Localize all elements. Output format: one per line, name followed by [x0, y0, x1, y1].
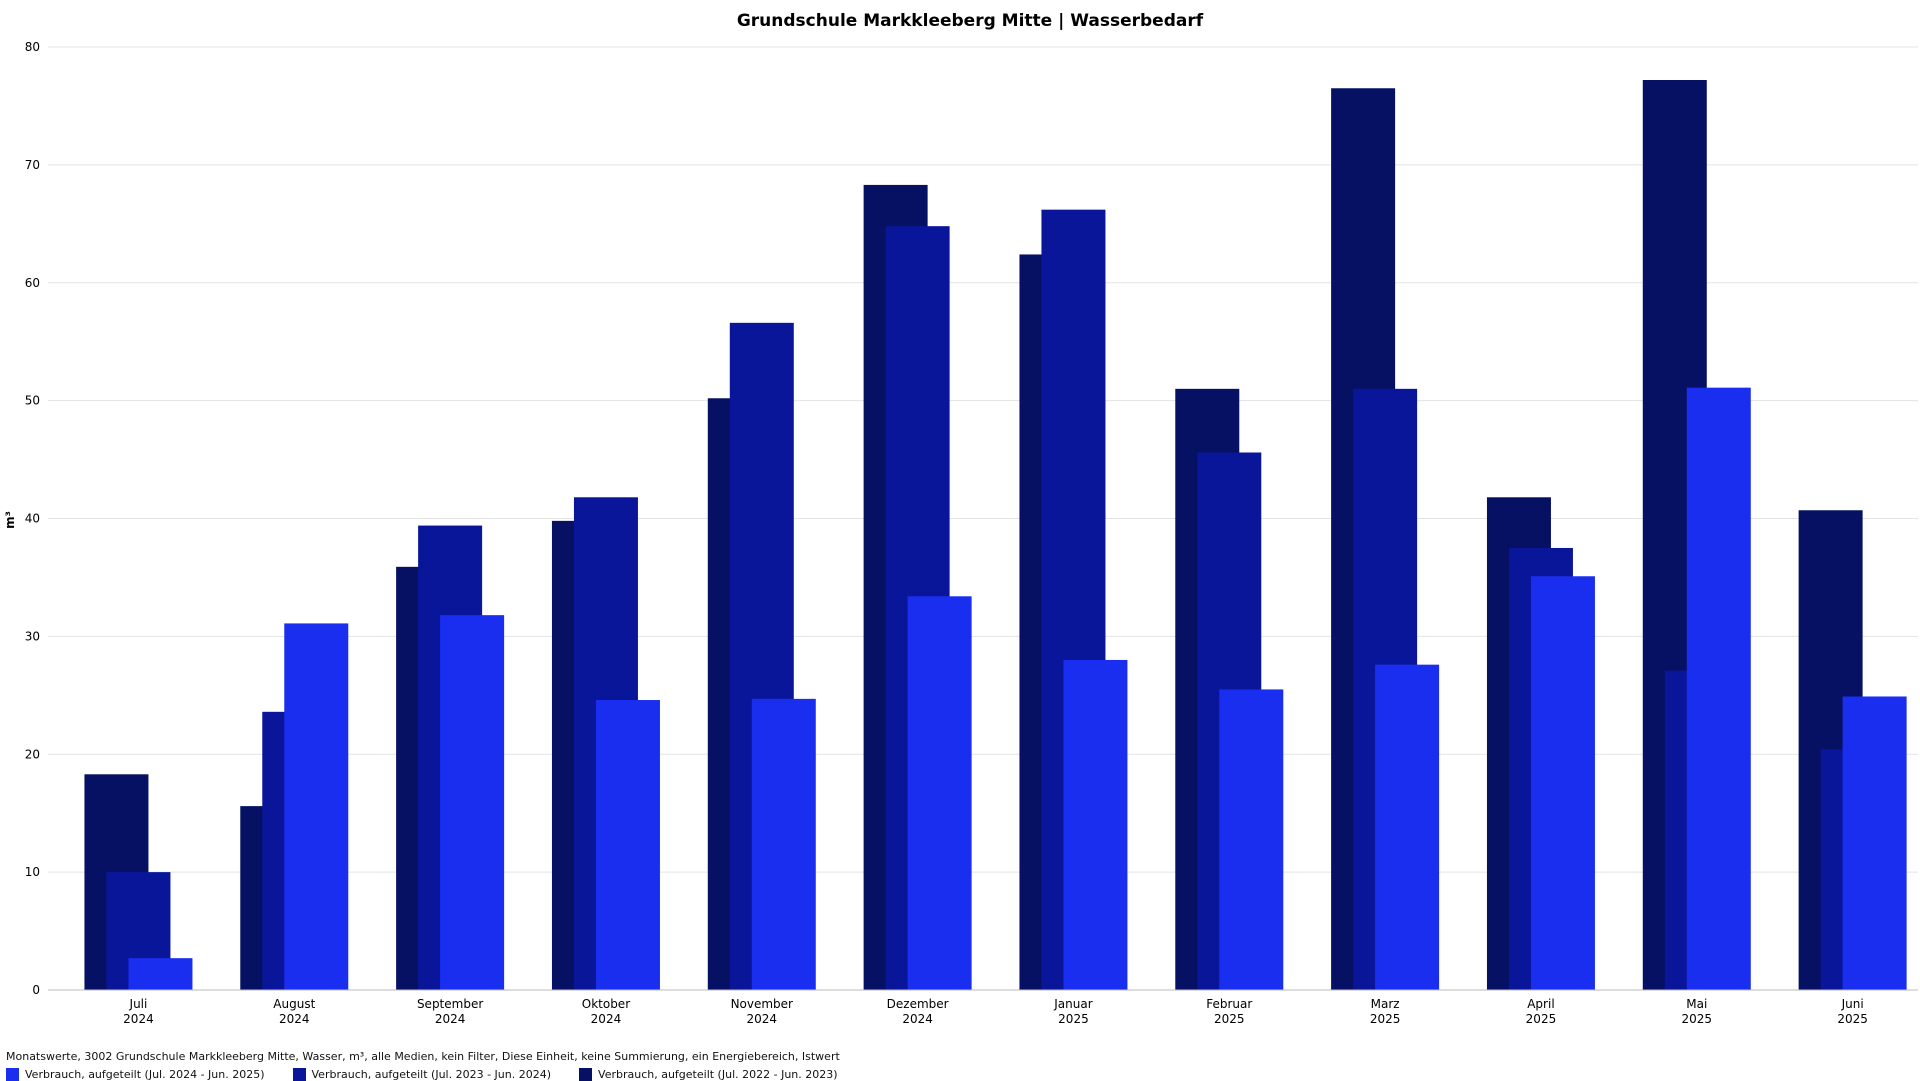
x-tick-year: 2024 [591, 1012, 622, 1026]
y-tick-label: 10 [25, 865, 40, 879]
y-axis-label: m³ [3, 511, 17, 529]
x-tick-month: Dezember [887, 997, 949, 1011]
bar-series-2-februar[interactable] [1219, 689, 1284, 990]
y-tick-label: 50 [25, 394, 40, 408]
x-tick-year: 2025 [1214, 1012, 1245, 1026]
x-tick-month: Juli [129, 997, 148, 1011]
x-tick-year: 2025 [1682, 1012, 1713, 1026]
bar-series-2-mai[interactable] [1686, 387, 1751, 990]
legend-item-2023-2024[interactable]: Verbrauch, aufgeteilt (Jul. 2023 - Jun. … [292, 1068, 552, 1081]
legend-swatch [6, 1068, 19, 1081]
bar-series-2-oktober[interactable] [595, 700, 660, 990]
x-tick-year: 2024 [279, 1012, 310, 1026]
legend-label: Verbrauch, aufgeteilt (Jul. 2023 - Jun. … [311, 1068, 552, 1081]
y-tick-label: 80 [25, 40, 40, 54]
x-tick-month: August [273, 997, 315, 1011]
bar-series-2-dezember[interactable] [907, 596, 972, 990]
x-tick-month: Marz [1371, 997, 1400, 1011]
x-tick-year: 2024 [747, 1012, 778, 1026]
x-tick-year: 2024 [435, 1012, 466, 1026]
x-tick-year: 2024 [123, 1012, 154, 1026]
y-axis-ticks: 0 10 20 30 40 50 60 70 80 [25, 40, 40, 997]
y-tick-label: 60 [25, 276, 40, 290]
x-tick-month: Juni [1841, 997, 1864, 1011]
chart-title: Grundschule Markkleeberg Mitte | Wasserb… [737, 11, 1204, 31]
bar-series-2-juni[interactable] [1842, 696, 1907, 990]
x-axis-ticks: Juli2024August2024September2024Oktober20… [123, 997, 1868, 1026]
x-tick-year: 2025 [1058, 1012, 1089, 1026]
legend-item-2022-2023[interactable]: Verbrauch, aufgeteilt (Jul. 2022 - Jun. … [579, 1068, 838, 1081]
x-tick-month: November [731, 997, 793, 1011]
bar-series-2-marz[interactable] [1375, 664, 1440, 990]
bar-series-2-august[interactable] [284, 623, 349, 990]
legend-label: Verbrauch, aufgeteilt (Jul. 2024 - Jun. … [25, 1068, 265, 1081]
x-tick-month: September [417, 997, 483, 1011]
legend-label: Verbrauch, aufgeteilt (Jul. 2022 - Jun. … [598, 1068, 838, 1081]
y-tick-label: 20 [25, 747, 40, 761]
bar-series-2-september[interactable] [440, 615, 505, 990]
chart-footer-note: Monatswerte, 3002 Grundschule Markkleebe… [6, 1050, 840, 1063]
x-tick-month: Oktober [582, 997, 630, 1011]
x-tick-month: Februar [1206, 997, 1252, 1011]
legend-item-2024-2025[interactable]: Verbrauch, aufgeteilt (Jul. 2024 - Jun. … [6, 1068, 265, 1081]
y-tick-label: 30 [25, 629, 40, 643]
x-tick-year: 2025 [1837, 1012, 1868, 1026]
x-tick-year: 2024 [902, 1012, 933, 1026]
y-tick-label: 40 [25, 512, 40, 526]
bars [84, 80, 1907, 991]
bar-series-2-november[interactable] [751, 698, 816, 990]
legend-swatch [579, 1068, 593, 1081]
x-tick-month: Mai [1686, 997, 1707, 1011]
grid-lines [48, 46, 1918, 873]
x-tick-year: 2025 [1526, 1012, 1557, 1026]
bar-series-2-april[interactable] [1530, 576, 1595, 990]
bar-series-2-juli[interactable] [128, 958, 193, 990]
x-tick-year: 2025 [1370, 1012, 1401, 1026]
bar-series-2-januar[interactable] [1063, 659, 1128, 990]
y-tick-label: 0 [32, 983, 40, 997]
x-tick-month: Januar [1053, 997, 1092, 1011]
legend: Verbrauch, aufgeteilt (Jul. 2024 - Jun. … [6, 1068, 866, 1081]
legend-swatch [292, 1068, 306, 1081]
x-tick-month: April [1527, 997, 1554, 1011]
y-tick-label: 70 [25, 158, 40, 172]
